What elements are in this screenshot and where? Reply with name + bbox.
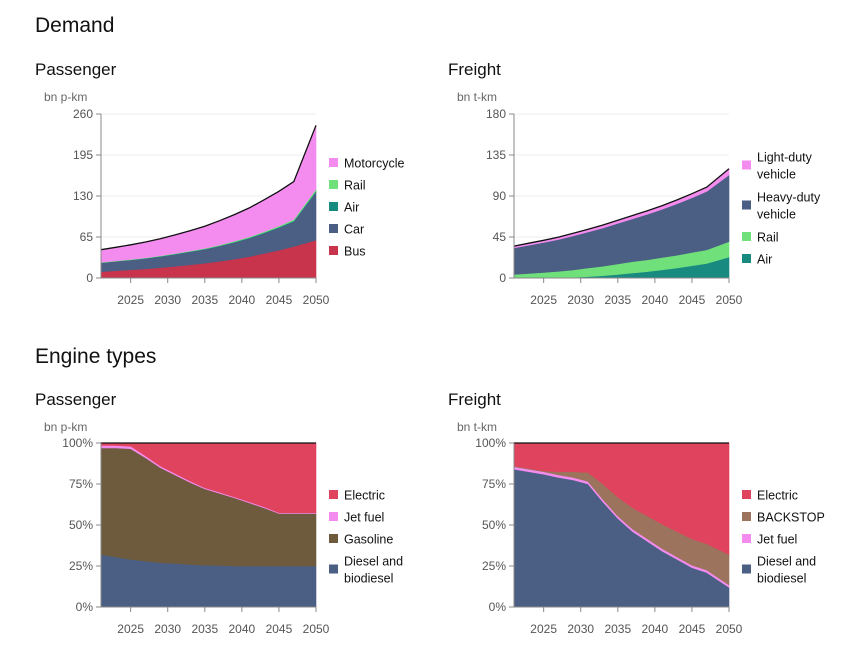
legend-label-car: Car — [344, 223, 364, 237]
y-tick-label: 25% — [482, 559, 506, 573]
legend-label-diesel-and-biodiesel: Diesel and biodiesel — [757, 555, 816, 586]
demand-freight-unit-label: bn t-km — [457, 90, 497, 104]
demand-freight-chart: Freight bn t-km 0 45 90 135 180 2025 2030 2035 204… — [448, 60, 821, 307]
legend-swatch-rail — [742, 232, 751, 241]
engine-passenger-title: Passenger — [35, 390, 117, 409]
legend-swatch-jet-fuel — [742, 534, 751, 543]
x-tick-label: 2050 — [303, 622, 330, 636]
engine-freight-unit-label: bn t-km — [457, 420, 497, 434]
y-tick-label: 45 — [493, 230, 507, 244]
x-tick-label: 2030 — [154, 293, 181, 307]
x-tick-label: 2035 — [604, 293, 631, 307]
legend-label-jet-fuel: Jet fuel — [344, 511, 384, 525]
legend-label-air: Air — [757, 253, 772, 267]
legend-swatch-gasoline — [329, 534, 338, 543]
legend-swatch-car — [329, 224, 338, 233]
legend-swatch-electric — [329, 490, 338, 499]
stack-total-line — [100, 125, 317, 251]
x-tick-label: 2050 — [716, 622, 743, 636]
legend-swatch-air — [742, 254, 751, 263]
legend-label-jet-fuel: Jet fuel — [757, 533, 797, 547]
y-tick-label: 135 — [486, 148, 506, 162]
y-tick-label: 0% — [489, 600, 507, 614]
legend-swatch-bus — [329, 246, 338, 255]
legend-label-electric: Electric — [757, 489, 798, 503]
x-tick-label: 2030 — [567, 293, 594, 307]
x-tick-label: 2040 — [642, 622, 669, 636]
legend-swatch-air — [329, 202, 338, 211]
legend-swatch-heavy-duty-vehicle — [742, 200, 751, 210]
x-tick-label: 2045 — [266, 622, 293, 636]
legend-label-heavy-duty-vehicle: Heavy-duty vehicle — [757, 191, 821, 222]
legend-swatch-motorcycle — [329, 158, 338, 167]
x-tick-label: 2025 — [530, 622, 557, 636]
x-tick-label: 2035 — [191, 293, 218, 307]
demand-passenger-title: Passenger — [35, 60, 117, 79]
engine-freight-title: Freight — [448, 390, 501, 409]
x-tick-label: 2040 — [229, 293, 256, 307]
y-tick-label: 65 — [80, 230, 94, 244]
y-tick-label: 100% — [475, 436, 506, 450]
engine-passenger-chart: Passenger bn p-km 0% 25% 50% 75% 100% 2025 2030 2… — [35, 390, 403, 636]
y-tick-label: 100% — [62, 436, 93, 450]
y-tick-label: 0% — [76, 600, 94, 614]
x-tick-label: 2045 — [266, 293, 293, 307]
stack-total-line — [513, 168, 730, 247]
x-tick-label: 2030 — [154, 622, 181, 636]
section-title-engine-types: Engine types — [35, 345, 157, 368]
x-tick-label: 2040 — [229, 622, 256, 636]
y-tick-label: 50% — [482, 518, 506, 532]
x-tick-label: 2025 — [117, 622, 144, 636]
legend-swatch-jet-fuel — [329, 512, 338, 521]
x-tick-label: 2035 — [604, 622, 631, 636]
y-tick-label: 50% — [69, 518, 93, 532]
demand-passenger-unit-label: bn p-km — [44, 90, 87, 104]
x-tick-label: 2025 — [117, 293, 144, 307]
legend-swatch-backstop — [742, 512, 751, 521]
y-tick-label: 0 — [86, 271, 93, 285]
legend-label-rail: Rail — [344, 179, 366, 193]
engine-passenger-unit-label: bn p-km — [44, 420, 87, 434]
legend-swatch-light-duty-vehicle — [742, 160, 751, 170]
legend-swatch-electric — [742, 490, 751, 499]
y-tick-label: 0 — [499, 271, 506, 285]
x-tick-label: 2045 — [679, 293, 706, 307]
legend-label-rail: Rail — [757, 231, 779, 245]
x-tick-label: 2035 — [191, 622, 218, 636]
y-tick-label: 130 — [73, 189, 93, 203]
legend-label-gasoline: Gasoline — [344, 533, 393, 547]
x-tick-label: 2050 — [716, 293, 743, 307]
y-tick-label: 25% — [69, 559, 93, 573]
legend-label-bus: Bus — [344, 245, 366, 259]
y-tick-label: 90 — [493, 189, 507, 203]
engine-freight-chart: Freight bn t-km 0% 25% 50% 75% 100% 2025 2030 203… — [448, 390, 825, 636]
legend-label-motorcycle: Motorcycle — [344, 157, 404, 171]
section-title-demand: Demand — [35, 14, 115, 37]
y-tick-label: 180 — [486, 107, 506, 121]
legend-label-diesel-and-biodiesel: Diesel and biodiesel — [344, 555, 403, 586]
legend-swatch-diesel-and-biodiesel — [742, 564, 751, 574]
y-tick-label: 75% — [482, 477, 506, 491]
x-tick-label: 2040 — [642, 293, 669, 307]
legend-swatch-rail — [329, 180, 338, 189]
x-tick-label: 2030 — [567, 622, 594, 636]
demand-freight-title: Freight — [448, 60, 501, 79]
legend-label-electric: Electric — [344, 489, 385, 503]
y-tick-label: 75% — [69, 477, 93, 491]
x-tick-label: 2050 — [303, 293, 330, 307]
legend-label-air: Air — [344, 201, 359, 215]
y-tick-label: 195 — [73, 148, 93, 162]
y-tick-label: 260 — [73, 107, 93, 121]
x-tick-label: 2025 — [530, 293, 557, 307]
demand-passenger-chart: Passenger bn p-km 0 65 130 195 260 2025 2030 2035… — [35, 60, 404, 307]
legend-label-backstop: BACKSTOP — [757, 511, 825, 525]
legend-label-light-duty-vehicle: Light-duty vehicle — [757, 151, 813, 182]
legend-swatch-diesel-and-biodiesel — [329, 564, 338, 574]
x-tick-label: 2045 — [679, 622, 706, 636]
